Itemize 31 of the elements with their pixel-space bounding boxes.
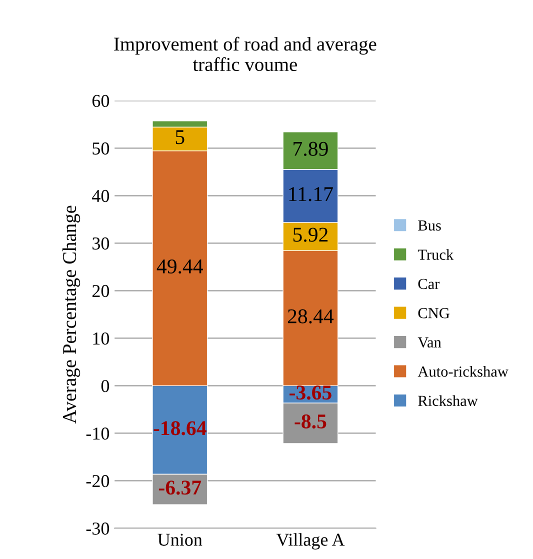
chart-title: Improvement of road and average traffic voume <box>114 36 376 72</box>
y-tick-label: -10 <box>86 427 110 440</box>
y-tick-label: -20 <box>86 474 110 488</box>
legend-label: Bus <box>418 220 441 231</box>
y-axis-title: Average Percentage Change <box>62 206 80 424</box>
y-tick-label: 20 <box>92 284 110 298</box>
y-tick-label: 0 <box>101 380 110 392</box>
data-label: -18.64 <box>154 421 206 436</box>
y-tick-label: -30 <box>86 522 110 535</box>
x-tick-label: Village A <box>276 533 345 550</box>
y-tick-label: 40 <box>92 190 110 202</box>
legend-label: Truck <box>418 249 454 260</box>
legend-label: Van <box>418 337 442 348</box>
legend-label: Rickshaw <box>418 395 478 406</box>
y-tick-label: 50 <box>92 142 110 155</box>
y-tick-label: 30 <box>92 237 110 250</box>
data-label: 28.44 <box>288 309 334 324</box>
legend-label: CNG <box>418 308 450 318</box>
x-tick-label: Union <box>158 534 202 546</box>
data-label: 5.92 <box>293 228 328 242</box>
data-label: 49.44 <box>156 259 203 274</box>
legend-label: Car <box>418 278 440 290</box>
y-tick-label: 60 <box>92 94 110 108</box>
data-label: -3.65 <box>290 386 332 400</box>
data-label: -6.37 <box>158 480 202 495</box>
y-tick-label: 10 <box>93 332 110 345</box>
data-label: 11.17 <box>289 187 333 202</box>
data-label: 7.89 <box>294 142 328 156</box>
legend-label: Auto-rickshaw <box>418 366 508 377</box>
data-label: -8.5 <box>294 414 326 429</box>
data-label: 5 <box>176 130 184 144</box>
